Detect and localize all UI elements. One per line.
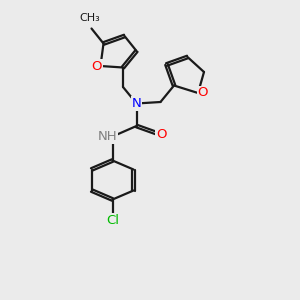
Text: O: O — [197, 86, 208, 100]
Text: NH: NH — [97, 130, 117, 143]
Text: O: O — [156, 128, 166, 142]
Text: Cl: Cl — [106, 214, 119, 227]
Text: O: O — [92, 59, 102, 73]
Text: N: N — [132, 97, 141, 110]
Text: CH₃: CH₃ — [80, 13, 100, 23]
